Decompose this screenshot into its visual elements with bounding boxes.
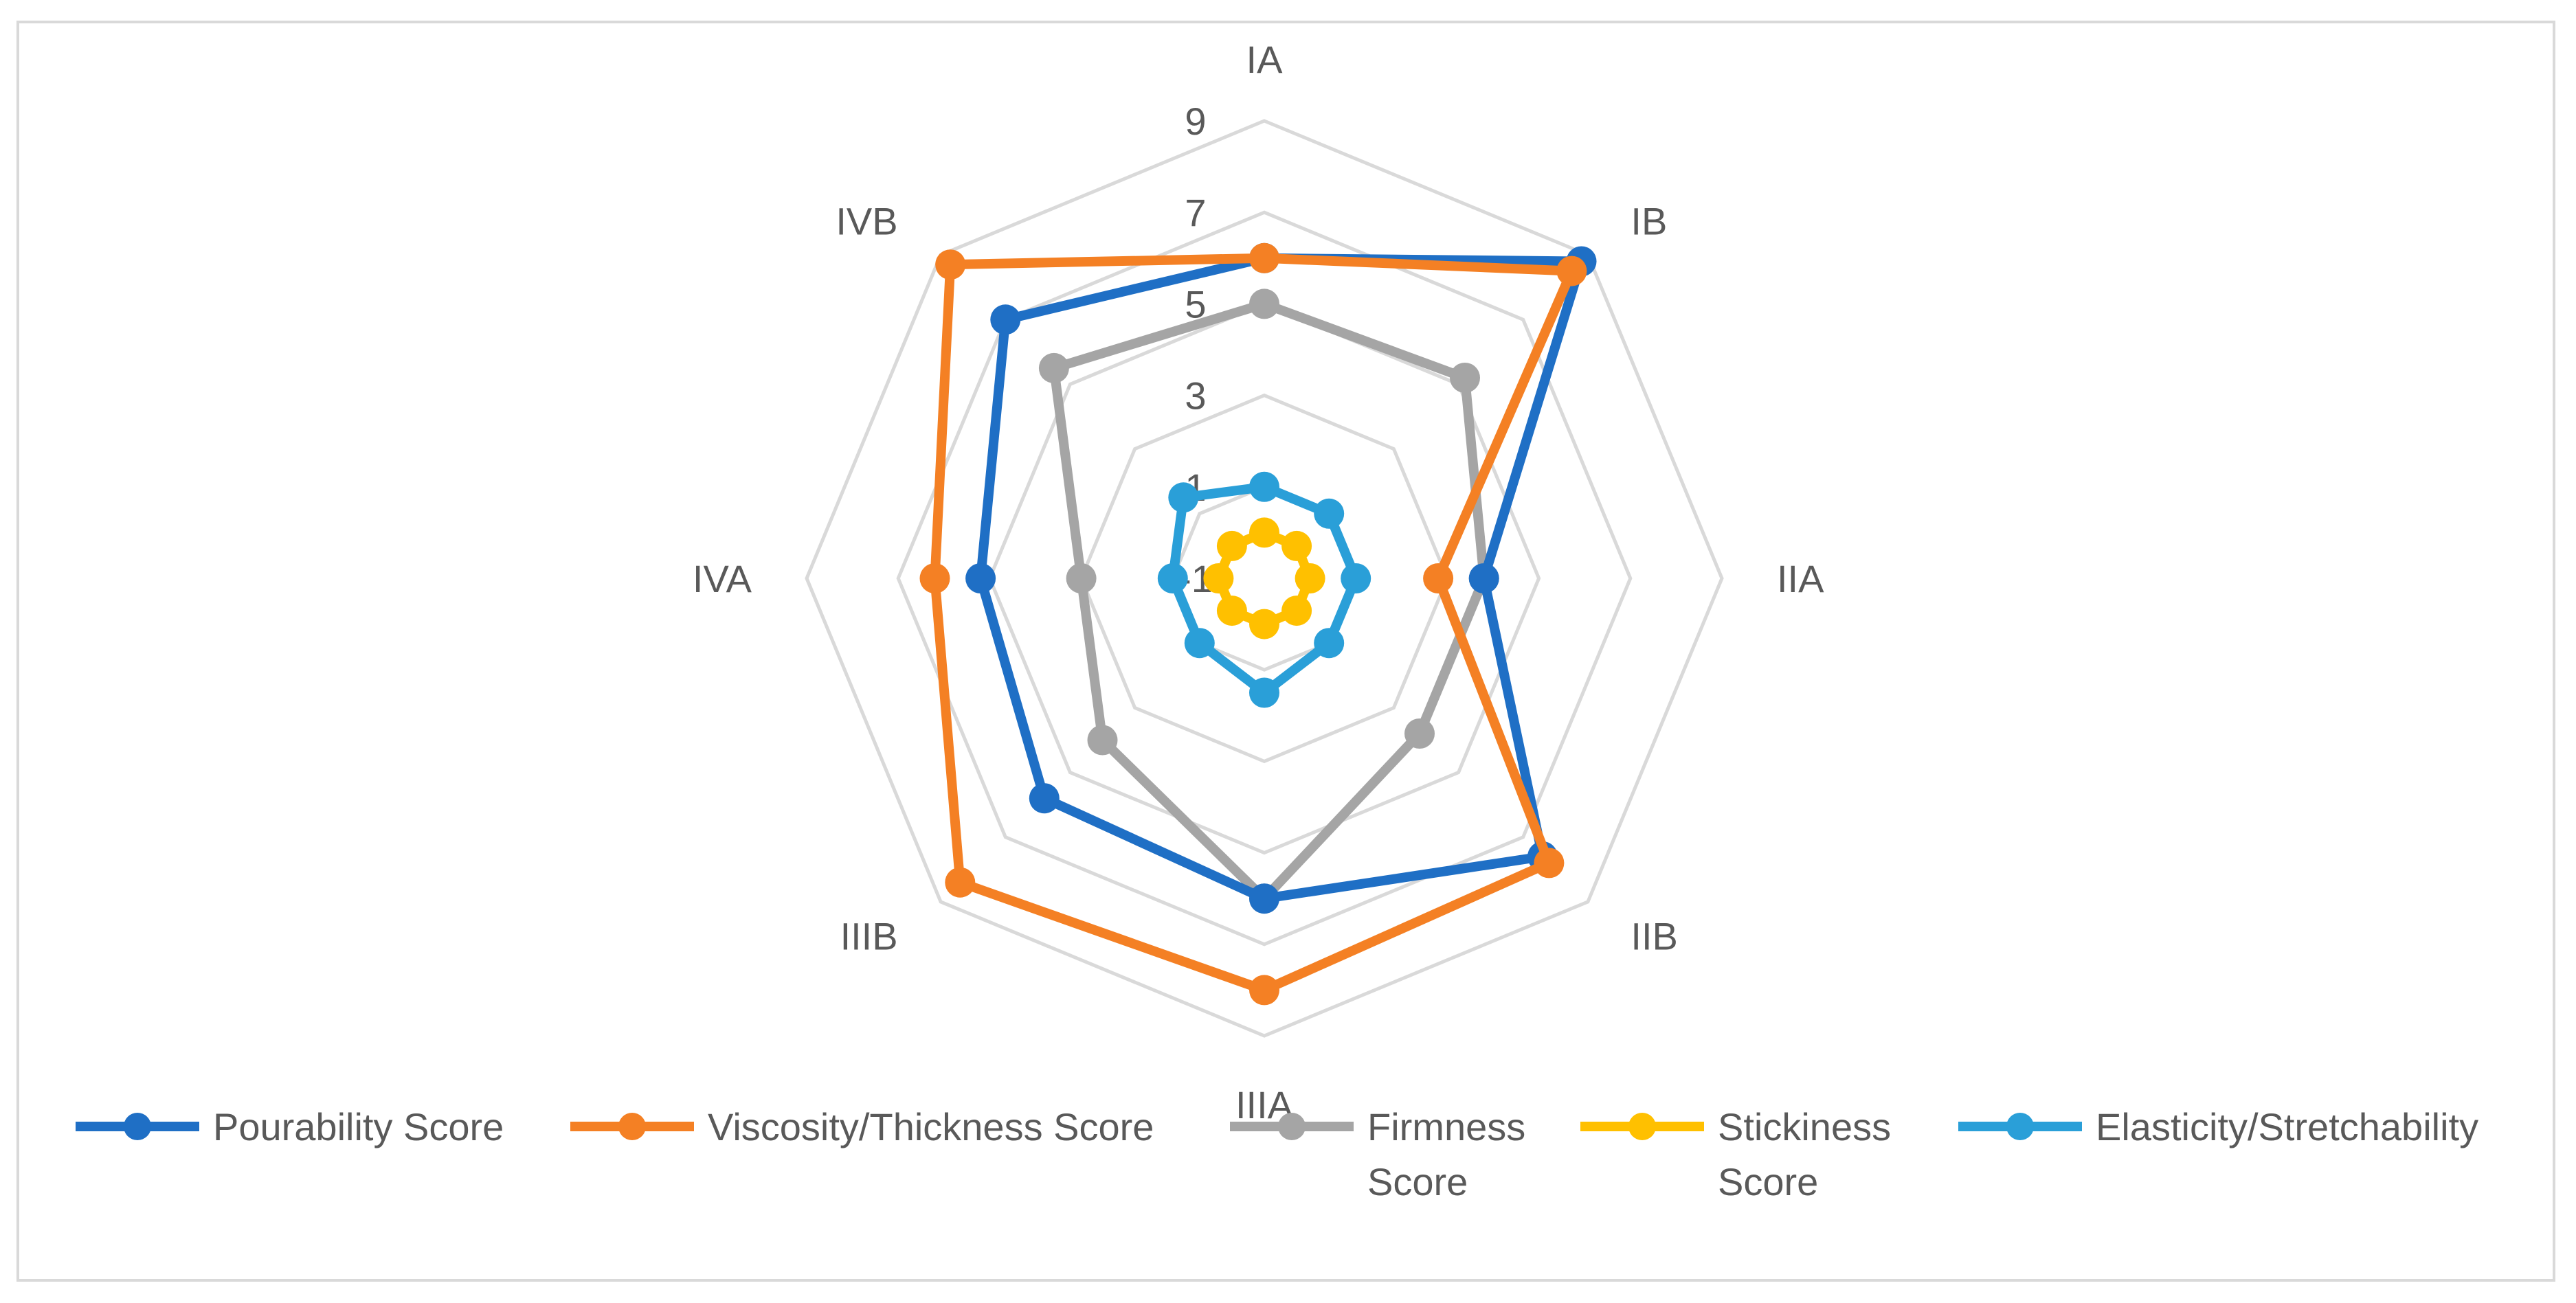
data-point-iib <box>1534 848 1565 879</box>
category-label-iia: IIA <box>1777 557 1824 600</box>
series-firmness-score <box>1038 288 1499 914</box>
data-point-iiia <box>1249 883 1279 914</box>
data-point-iia <box>1341 563 1371 593</box>
grid-ring-4 <box>805 119 1724 1038</box>
chart-frame <box>16 21 2555 1282</box>
tick-label-5: 9 <box>1185 100 1206 143</box>
series-line <box>1049 299 1489 904</box>
data-point-iiia <box>1249 975 1279 1006</box>
category-label-ib: IB <box>1631 200 1667 243</box>
data-point-iiia <box>1249 677 1279 708</box>
data-point-ia <box>1249 517 1279 548</box>
data-point-iva <box>919 563 950 593</box>
category-label-iiib: IIIB <box>840 914 898 958</box>
legend-item-3: Stickiness Score <box>1580 1105 1891 1203</box>
legend-label: Firmness <box>1367 1105 1525 1148</box>
data-point-ia <box>1249 288 1279 319</box>
legend-marker <box>618 1113 646 1140</box>
category-label-ia: IA <box>1246 38 1284 81</box>
data-point-iib <box>1404 718 1435 749</box>
data-point-iiib <box>1216 596 1247 626</box>
legend-label: Score <box>1367 1160 1468 1203</box>
series-pourability-score <box>965 242 1597 914</box>
legend-label: Stickiness <box>1718 1105 1891 1148</box>
data-point-iia <box>1295 563 1325 593</box>
data-point-iiia <box>1249 609 1279 639</box>
data-point-ia <box>1249 471 1279 502</box>
category-label-iib: IIB <box>1631 914 1677 958</box>
legend-label: Score <box>1718 1160 1818 1203</box>
data-point-ivb <box>1216 530 1247 561</box>
data-point-iiib <box>1087 725 1118 756</box>
data-point-iia <box>1423 563 1454 593</box>
legend-marker <box>1278 1113 1306 1140</box>
grid-ring-1 <box>1079 393 1450 764</box>
grid-ring-3 <box>896 210 1633 947</box>
legend-item-2: Firmness Score <box>1230 1105 1525 1203</box>
legend-item-0: Pourability Score <box>76 1105 504 1148</box>
data-point-iiib <box>1029 783 1060 814</box>
series-viscosity-thickness-score <box>919 242 1587 1006</box>
legend-item-4: Elasticity/Stretchability <box>1958 1105 2478 1148</box>
tick-label-2: 3 <box>1185 374 1206 418</box>
category-label-iva: IVA <box>693 557 752 600</box>
data-point-ivb <box>935 249 966 280</box>
data-point-iia <box>1468 563 1499 593</box>
data-point-ivb <box>990 304 1021 335</box>
legend-marker <box>124 1113 151 1140</box>
data-point-ib <box>1556 256 1587 286</box>
legend-marker <box>1628 1113 1656 1140</box>
data-point-iva <box>1157 563 1188 593</box>
data-point-iiib <box>1184 628 1215 659</box>
data-point-iiib <box>945 867 976 898</box>
data-point-iib <box>1281 596 1312 626</box>
series-layer <box>919 242 1597 1006</box>
legend-marker <box>2006 1113 2034 1140</box>
data-point-ib <box>1314 498 1345 529</box>
data-point-ib <box>1281 530 1312 561</box>
data-point-iva <box>965 563 996 593</box>
data-point-ivb <box>1038 352 1069 383</box>
data-point-ia <box>1249 242 1279 273</box>
series-stickiness-score <box>1203 517 1325 639</box>
data-point-iva <box>1066 563 1097 593</box>
data-point-iib <box>1314 628 1345 659</box>
legend-label: Elasticity/Stretchability <box>2096 1105 2478 1148</box>
data-point-ib <box>1450 363 1480 393</box>
category-label-ivb: IVB <box>836 200 897 243</box>
grid-ring-2 <box>987 302 1541 855</box>
tick-label-4: 7 <box>1185 191 1206 234</box>
legend-label: Pourability Score <box>213 1105 504 1148</box>
data-point-iva <box>1203 563 1234 593</box>
legend: Pourability Score Viscosity/Thickness Sco… <box>76 1105 2478 1203</box>
series-elasticity-stretchability <box>1157 471 1371 708</box>
legend-item-1: Viscosity/Thickness Score <box>570 1105 1154 1148</box>
data-point-ivb <box>1168 482 1199 513</box>
legend-label: Viscosity/Thickness Score <box>708 1105 1154 1148</box>
